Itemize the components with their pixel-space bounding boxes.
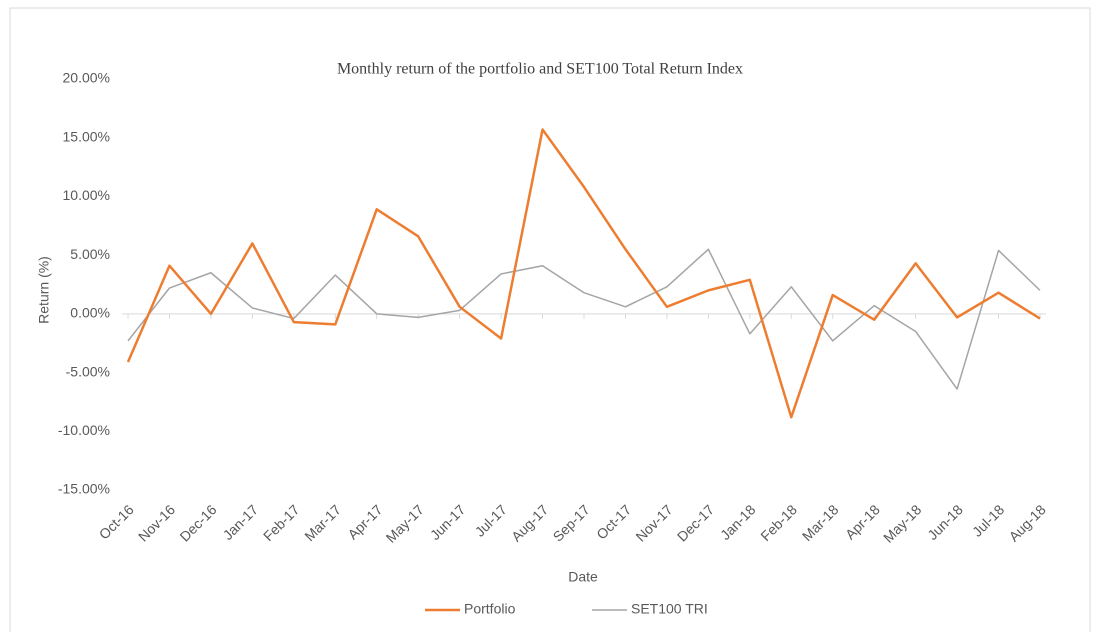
x-axis-title: Date [568,569,598,585]
y-tick-label: 0.00% [70,305,110,321]
y-tick-label: 20.00% [63,70,110,86]
y-tick-label: -5.00% [66,363,110,379]
chart: Monthly return of the portfolio and SET1… [0,0,1096,632]
y-tick-label: 10.00% [63,187,110,203]
y-tick-label: -15.00% [58,481,110,497]
chart-frame [10,8,1090,632]
y-tick-label: 5.00% [70,246,110,262]
y-tick-label: -10.00% [58,422,110,438]
chart-title: Monthly return of the portfolio and SET1… [337,61,743,78]
y-tick-label: 15.00% [63,128,110,144]
legend-label: SET100 TRI [631,601,708,617]
y-axis-title: Return (%) [36,256,52,324]
legend-label: Portfolio [464,601,516,617]
